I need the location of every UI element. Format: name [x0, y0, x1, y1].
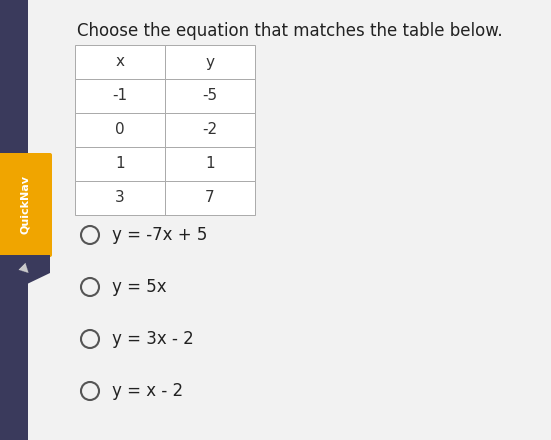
- Text: -5: -5: [202, 88, 218, 103]
- Text: y = x - 2: y = x - 2: [112, 382, 183, 400]
- Text: y: y: [206, 55, 214, 70]
- Text: 1: 1: [205, 157, 215, 172]
- Text: 1: 1: [115, 157, 125, 172]
- Bar: [165, 113, 255, 147]
- FancyBboxPatch shape: [0, 153, 52, 257]
- Text: Choose the equation that matches the table below.: Choose the equation that matches the tab…: [77, 22, 503, 40]
- Text: y = 5x: y = 5x: [112, 278, 166, 296]
- Bar: [75, 181, 165, 215]
- Text: QuickNav: QuickNav: [20, 176, 30, 235]
- Text: 7: 7: [205, 191, 215, 205]
- Bar: [165, 181, 255, 215]
- Text: -1: -1: [112, 88, 128, 103]
- Bar: [75, 113, 165, 147]
- Text: 3: 3: [115, 191, 125, 205]
- Bar: [75, 147, 165, 181]
- Text: x: x: [116, 55, 125, 70]
- Bar: [165, 45, 255, 79]
- Text: -2: -2: [202, 122, 218, 137]
- Bar: [75, 45, 165, 79]
- Bar: [165, 79, 255, 113]
- Text: 0: 0: [115, 122, 125, 137]
- Bar: [75, 79, 165, 113]
- Bar: [165, 147, 255, 181]
- Polygon shape: [0, 255, 50, 285]
- Text: ▶: ▶: [17, 260, 33, 276]
- Text: y = -7x + 5: y = -7x + 5: [112, 226, 207, 244]
- Bar: [0, 0, 28, 440]
- Text: y = 3x - 2: y = 3x - 2: [112, 330, 194, 348]
